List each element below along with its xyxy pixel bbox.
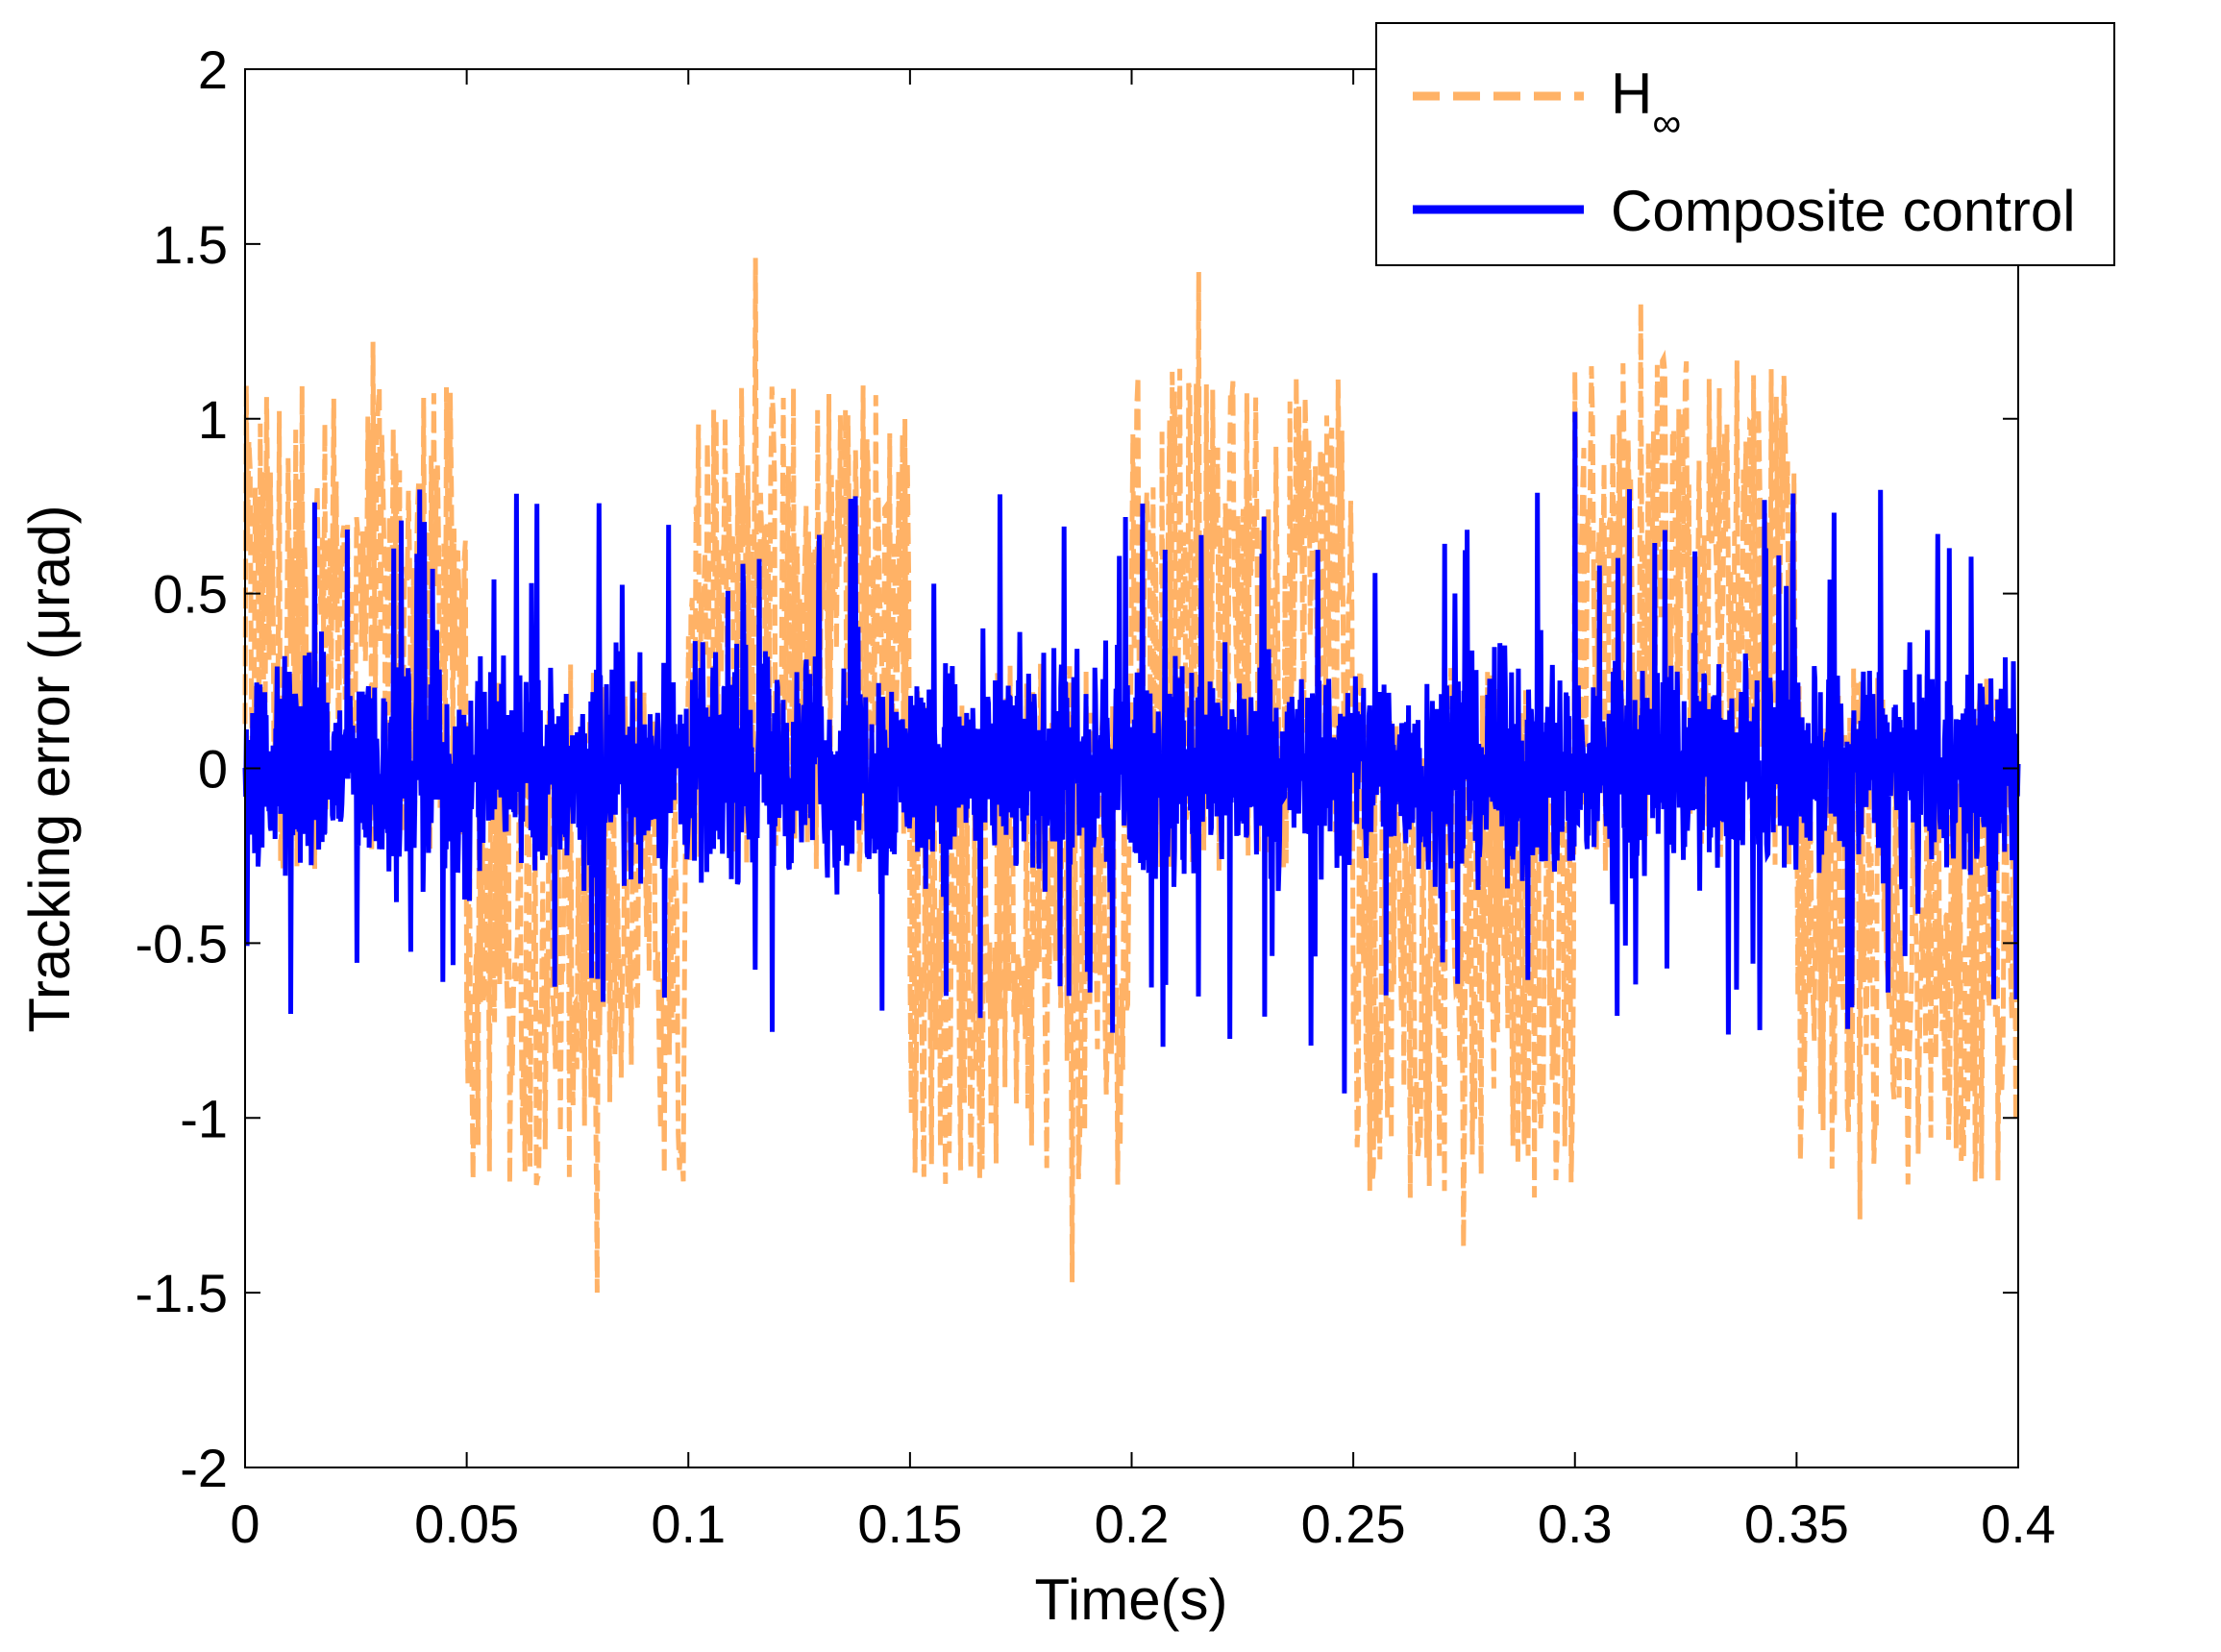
series-hinf-line — [242, 258, 2020, 1294]
y-tick-label: 2 — [198, 39, 228, 100]
x-tick-label: 0.05 — [414, 1493, 519, 1554]
x-tick-label: 0.15 — [857, 1493, 962, 1554]
legend-label-hinf: H∞ — [1611, 62, 1681, 145]
x-tick-label: 0.2 — [1095, 1493, 1170, 1554]
x-tick-label: 0.35 — [1744, 1493, 1849, 1554]
legend-label-hinf-sub: ∞ — [1652, 100, 1681, 145]
legend-box — [1375, 22, 2115, 266]
y-tick-label: 0 — [198, 739, 228, 800]
y-tick-label: 1 — [198, 389, 228, 450]
y-tick-label: 1.5 — [153, 214, 228, 275]
legend: H∞ Composite control — [1375, 22, 2115, 266]
y-tick-label: -0.5 — [136, 913, 229, 974]
y-axis-ticks: 2 1.5 1 0.5 0 -0.5 -1 -1.5 -2 — [136, 39, 2018, 1498]
legend-label-hinf-base: H — [1611, 62, 1652, 126]
y-axis-label-before: Tracking error ( — [17, 641, 82, 1033]
y-tick-label: 0.5 — [153, 564, 228, 625]
series-layer — [242, 258, 2021, 1294]
y-tick-label: -2 — [180, 1438, 228, 1498]
y-axis-label: Tracking error (μrad) — [17, 505, 82, 1032]
y-tick-label: -1 — [180, 1088, 228, 1148]
x-tick-label: 0.1 — [651, 1493, 726, 1554]
y-axis-label-after: rad) — [17, 505, 82, 607]
x-tick-label: 0 — [230, 1493, 259, 1554]
x-axis-ticks: 0 0.05 0.1 0.15 0.2 0.25 0.3 0.35 0.4 — [230, 69, 2056, 1554]
series-composite-line — [242, 411, 2021, 1094]
legend-label-composite: Composite control — [1611, 179, 2076, 243]
y-tick-label: -1.5 — [136, 1263, 229, 1323]
y-axis-label-mu: μ — [17, 607, 82, 641]
x-tick-label: 0.3 — [1538, 1493, 1613, 1554]
x-tick-label: 0.4 — [1981, 1493, 2056, 1554]
x-axis-label: Time(s) — [1034, 1567, 1227, 1632]
x-tick-label: 0.25 — [1301, 1493, 1406, 1554]
